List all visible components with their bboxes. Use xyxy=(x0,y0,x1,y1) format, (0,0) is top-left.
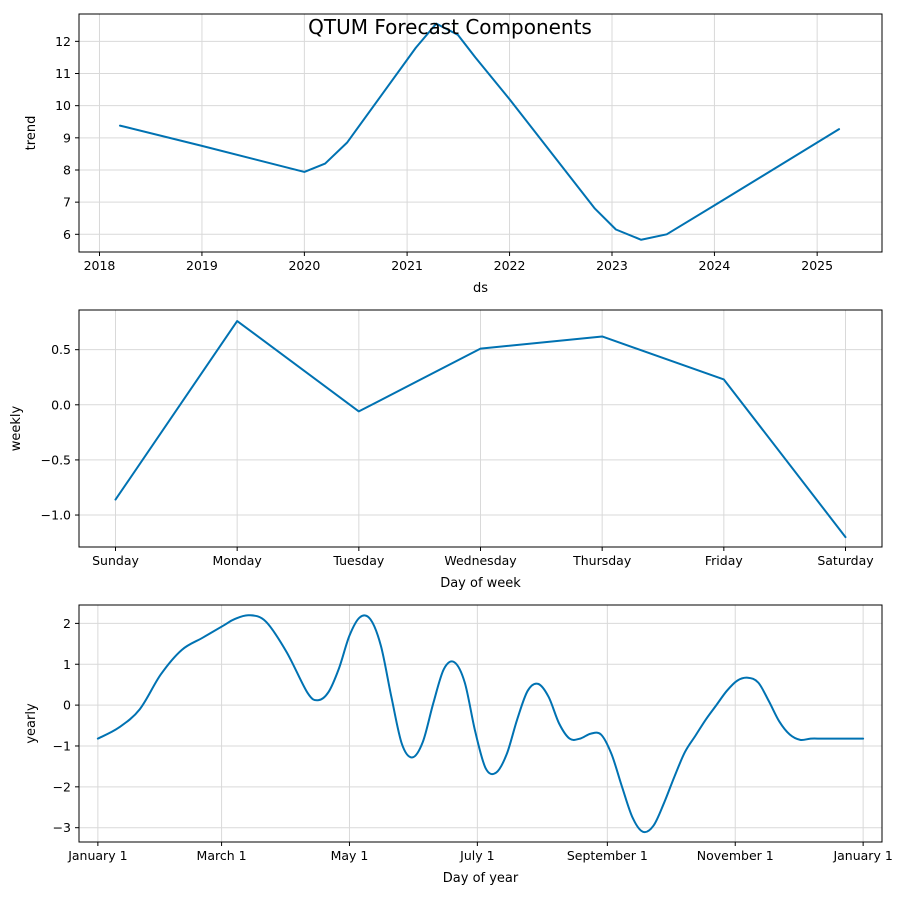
weekly-y-tick-label: −1.0 xyxy=(41,508,71,523)
yearly-x-tick-label: January 1 xyxy=(67,848,127,863)
yearly-x-tick-label: September 1 xyxy=(567,848,648,863)
yearly-y-axis-title: yearly xyxy=(24,703,39,744)
yearly-y-tick-label: 1 xyxy=(63,657,71,672)
trend-y-tick-label: 8 xyxy=(63,162,71,177)
weekly-x-tick-label: Friday xyxy=(705,553,743,568)
trend-x-tick-label: 2024 xyxy=(699,258,731,273)
trend-x-axis-title: ds xyxy=(473,281,488,296)
yearly-panel: January 1 March 1 May 1 July 1 September 1 No… xyxy=(24,604,893,886)
trend-y-axis-title: trend xyxy=(24,116,39,151)
weekly-x-tick-label: Sunday xyxy=(92,553,139,568)
trend-x-tick-label: 2018 xyxy=(84,258,116,273)
trend-y-tick-label: 10 xyxy=(55,98,71,113)
weekly-y-axis-title: weekly xyxy=(9,405,24,451)
trend-series-line xyxy=(118,22,841,241)
yearly-x-tick-label: January 1 xyxy=(832,848,892,863)
yearly-x-tick-label: July 1 xyxy=(459,848,494,863)
trend-panel: 2018 2019 2020 2021 2022 2023 2024 2025 6 7 8 9 10 11… xyxy=(24,13,883,296)
weekly-x-tick-label: Thursday xyxy=(572,553,632,568)
weekly-x-tick-label: Monday xyxy=(212,553,262,568)
figure-title: QTUM Forecast Components xyxy=(308,15,592,39)
trend-x-tick-label: 2021 xyxy=(391,258,423,273)
yearly-y-tick-label: −1 xyxy=(53,738,71,753)
weekly-x-tick-label: Saturday xyxy=(817,553,874,568)
weekly-y-tick-label: −0.5 xyxy=(41,452,71,467)
weekly-panel: Sunday Monday Tuesday Wednesday Thursday Frid… xyxy=(9,309,883,591)
trend-x-tick-label: 2025 xyxy=(801,258,833,273)
yearly-x-tick-label: March 1 xyxy=(197,848,247,863)
yearly-y-tick-label: 2 xyxy=(63,616,71,631)
yearly-x-tick-label: November 1 xyxy=(697,848,774,863)
yearly-y-tick-label: −3 xyxy=(53,820,71,835)
trend-x-tick-label: 2019 xyxy=(186,258,218,273)
trend-x-tick-label: 2020 xyxy=(288,258,320,273)
trend-y-tick-label: 7 xyxy=(63,195,71,210)
trend-y-tick-label: 6 xyxy=(63,227,71,242)
yearly-plot-frame xyxy=(78,604,883,843)
trend-y-tick-label: 9 xyxy=(63,130,71,145)
yearly-x-tick-label: May 1 xyxy=(331,848,369,863)
yearly-series-line xyxy=(96,614,865,834)
yearly-y-tick-label: 0 xyxy=(63,698,71,713)
trend-x-tick-label: 2023 xyxy=(596,258,628,273)
weekly-x-tick-label: Wednesday xyxy=(444,553,517,568)
weekly-x-tick-label: Tuesday xyxy=(332,553,384,568)
yearly-y-tick-label: −2 xyxy=(53,779,71,794)
trend-y-tick-label: 12 xyxy=(55,34,71,49)
trend-x-tick-label: 2022 xyxy=(494,258,526,273)
weekly-x-axis-title: Day of week xyxy=(440,576,521,591)
weekly-y-tick-label: 0.5 xyxy=(51,342,71,357)
trend-plot-frame xyxy=(78,13,883,253)
trend-y-tick-label: 11 xyxy=(55,66,71,81)
yearly-x-axis-title: Day of year xyxy=(443,871,519,886)
weekly-y-tick-label: 0.0 xyxy=(51,397,71,412)
weekly-series-line xyxy=(114,320,847,539)
